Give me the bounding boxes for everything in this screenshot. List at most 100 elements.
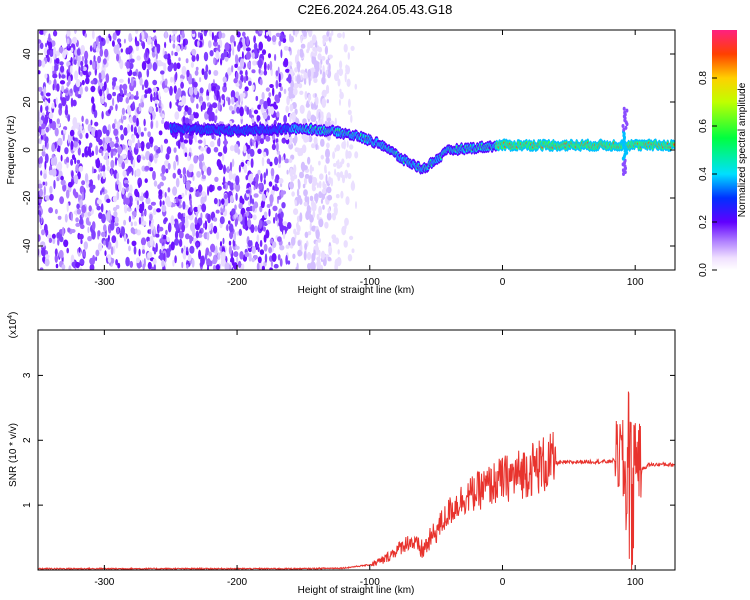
noise-blob: [239, 70, 243, 75]
noise-blob: [248, 80, 252, 87]
noise-blob: [177, 139, 181, 149]
noise-blob: [282, 221, 288, 227]
noise-blob: [313, 136, 318, 145]
noise-blob: [244, 86, 249, 92]
noise-blob: [274, 156, 279, 166]
noise-blob: [137, 154, 141, 160]
noise-blob: [127, 151, 132, 161]
noise-blob: [188, 165, 194, 173]
noise-blob: [344, 169, 349, 179]
noise-blob: [72, 99, 77, 107]
noise-blob: [246, 36, 250, 46]
noise-blob: [144, 178, 148, 184]
noise-blob: [266, 219, 272, 225]
noise-blob: [280, 49, 283, 59]
noise-blob: [67, 181, 73, 188]
noise-blob: [217, 252, 221, 260]
noise-blob: [38, 157, 41, 165]
noise-blob: [300, 43, 306, 49]
noise-blob: [268, 181, 273, 187]
noise-blob: [339, 171, 344, 178]
noise-blob: [88, 71, 92, 76]
noise-blob: [127, 165, 133, 173]
noise-blob: [75, 79, 81, 88]
noise-blob: [325, 69, 329, 76]
noise-blob: [98, 72, 102, 80]
noise-blob: [87, 221, 91, 226]
noise-blob: [155, 242, 158, 253]
noise-blob: [274, 178, 278, 183]
noise-blob: [275, 138, 279, 144]
noise-blob: [174, 255, 177, 264]
noise-blob: [250, 141, 253, 147]
noise-blob: [145, 150, 151, 161]
noise-blob: [126, 238, 130, 245]
noise-blob: [174, 111, 180, 120]
ridge-mark: [622, 106, 626, 111]
noise-blob: [81, 55, 85, 62]
noise-blob: [123, 179, 129, 185]
noise-blob: [199, 87, 204, 94]
noise-blob: [41, 150, 46, 157]
noise-blob: [243, 144, 247, 154]
noise-blob: [100, 203, 104, 213]
spectrogram-marks: [38, 30, 675, 270]
noise-blob: [309, 213, 312, 222]
noise-blob: [87, 236, 92, 242]
noise-blob: [281, 202, 286, 209]
noise-blob: [237, 148, 241, 155]
noise-blob: [326, 31, 330, 37]
noise-blob: [266, 204, 271, 208]
noise-blob: [138, 248, 141, 257]
noise-blob: [146, 35, 152, 45]
noise-blob: [113, 128, 119, 136]
y-tick-label: 40: [22, 48, 33, 60]
noise-blob: [79, 125, 83, 131]
noise-blob: [81, 204, 87, 214]
noise-blob: [331, 234, 337, 240]
noise-blob: [315, 61, 320, 66]
noise-blob: [170, 241, 175, 251]
noise-blob: [195, 191, 200, 198]
noise-blob: [197, 204, 201, 212]
noise-blob: [105, 211, 111, 222]
noise-blob: [251, 69, 256, 74]
noise-blob: [226, 166, 230, 174]
noise-blob: [206, 95, 210, 101]
noise-blob: [128, 215, 132, 223]
noise-blob: [227, 97, 231, 106]
noise-blob: [214, 88, 217, 97]
noise-blob: [74, 157, 77, 165]
noise-blob: [229, 34, 235, 45]
noise-blob: [261, 91, 265, 101]
noise-blob: [315, 229, 320, 240]
noise-blob: [217, 101, 221, 111]
noise-blob: [223, 82, 227, 88]
noise-blob: [89, 45, 93, 52]
noise-blob: [288, 135, 293, 145]
noise-blob: [272, 205, 278, 212]
noise-blob: [180, 74, 185, 80]
noise-blob: [269, 106, 275, 115]
noise-blob: [263, 211, 268, 219]
snr-panel: -300 -200 -100 0 100 1 2 3 Height of straight …: [7, 312, 676, 596]
noise-blob: [274, 94, 280, 102]
noise-blob: [278, 40, 282, 47]
noise-blob: [239, 58, 245, 69]
noise-blob: [324, 164, 327, 174]
noise-blob: [253, 109, 259, 115]
noise-blob: [177, 194, 183, 200]
noise-blob: [81, 79, 85, 86]
noise-blob: [173, 85, 177, 94]
noise-blob: [339, 161, 343, 168]
noise-blob: [305, 102, 310, 108]
noise-blob: [81, 115, 84, 123]
noise-blob: [235, 175, 240, 186]
noise-blob: [248, 108, 252, 118]
noise-blob: [70, 229, 76, 233]
noise-blob: [195, 212, 198, 218]
noise-blob: [161, 259, 165, 268]
noise-blob: [301, 30, 304, 34]
noise-blob: [165, 168, 169, 174]
noise-blob: [156, 44, 161, 54]
